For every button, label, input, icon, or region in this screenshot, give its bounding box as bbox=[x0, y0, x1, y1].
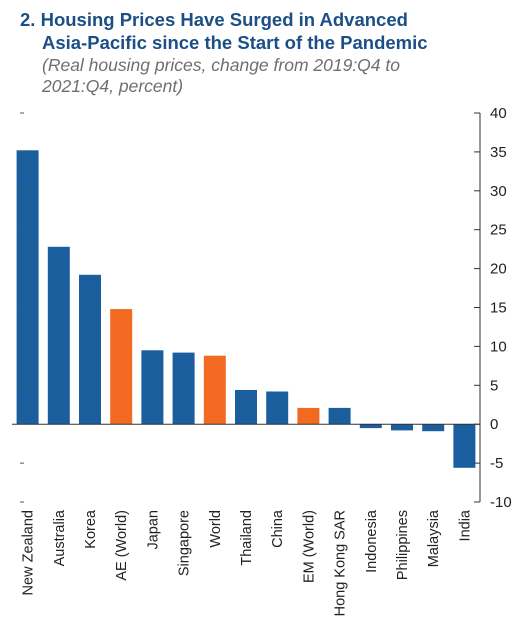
subtitle-line-1: (Real housing prices, change from 2019:Q… bbox=[42, 55, 400, 75]
bars-group bbox=[16, 150, 476, 468]
subtitle-line-2: 2021:Q4, percent) bbox=[42, 76, 184, 96]
x-tick-label: Thailand bbox=[239, 510, 255, 566]
y-tick-label: 35 bbox=[490, 144, 507, 161]
y-tick-label: 10 bbox=[490, 338, 507, 355]
bar bbox=[328, 407, 351, 425]
x-tick-label: Philippines bbox=[395, 510, 411, 580]
bar bbox=[422, 424, 445, 432]
x-tick-label: Hong Kong SAR bbox=[333, 510, 349, 616]
x-tick-label: Indonesia bbox=[364, 509, 380, 573]
bar bbox=[16, 150, 39, 425]
x-tick-label: EM (World) bbox=[301, 510, 317, 583]
chart-title: 2. Housing Prices Have Surged in Advance… bbox=[20, 8, 520, 54]
x-axis-labels: New Zealand Australia Korea AE (World) Japan… bbox=[21, 509, 474, 616]
y-tick-label: 5 bbox=[490, 377, 498, 394]
y-tick-label: 40 bbox=[490, 105, 507, 122]
x-tick-label: AE (World) bbox=[114, 510, 130, 581]
x-tick-label: India bbox=[457, 509, 473, 541]
bar bbox=[47, 246, 70, 425]
x-tick-label: New Zealand bbox=[21, 510, 37, 595]
y-tick-label: 30 bbox=[490, 183, 507, 200]
chart-subtitle: (Real housing prices, change from 2019:Q… bbox=[42, 55, 522, 97]
x-tick-label: Japan bbox=[145, 510, 161, 550]
title-prefix: 2. bbox=[20, 9, 36, 30]
title-line-1: Housing Prices Have Surged in Advanced bbox=[40, 9, 408, 30]
y-axis: -10 -5 0 5 10 15 20 25 30 35 40 bbox=[12, 105, 512, 511]
x-tick-label: Singapore bbox=[177, 510, 193, 576]
bar bbox=[359, 424, 382, 429]
bar bbox=[297, 407, 320, 425]
x-tick-label: Malaysia bbox=[426, 509, 442, 567]
y-tick-label: -5 bbox=[490, 455, 503, 472]
y-tick-label: 0 bbox=[490, 416, 498, 433]
x-tick-label: China bbox=[270, 509, 286, 548]
title-line-2: Asia-Pacific since the Start of the Pand… bbox=[42, 32, 428, 53]
bar bbox=[141, 350, 164, 425]
y-tick-label: 15 bbox=[490, 300, 507, 317]
y-tick-label: 25 bbox=[490, 222, 507, 239]
bar bbox=[203, 355, 226, 425]
bar bbox=[235, 390, 257, 425]
x-tick-label: Australia bbox=[52, 509, 68, 566]
y-tick-label: 20 bbox=[490, 261, 507, 278]
y-tick-label: -10 bbox=[490, 494, 512, 511]
bar bbox=[453, 424, 476, 468]
bar bbox=[110, 309, 133, 425]
x-tick-label: World bbox=[208, 510, 224, 548]
bar bbox=[79, 274, 101, 425]
bar bbox=[266, 391, 289, 425]
bar bbox=[172, 352, 195, 425]
bar bbox=[391, 424, 413, 431]
x-tick-label: Korea bbox=[83, 509, 99, 549]
